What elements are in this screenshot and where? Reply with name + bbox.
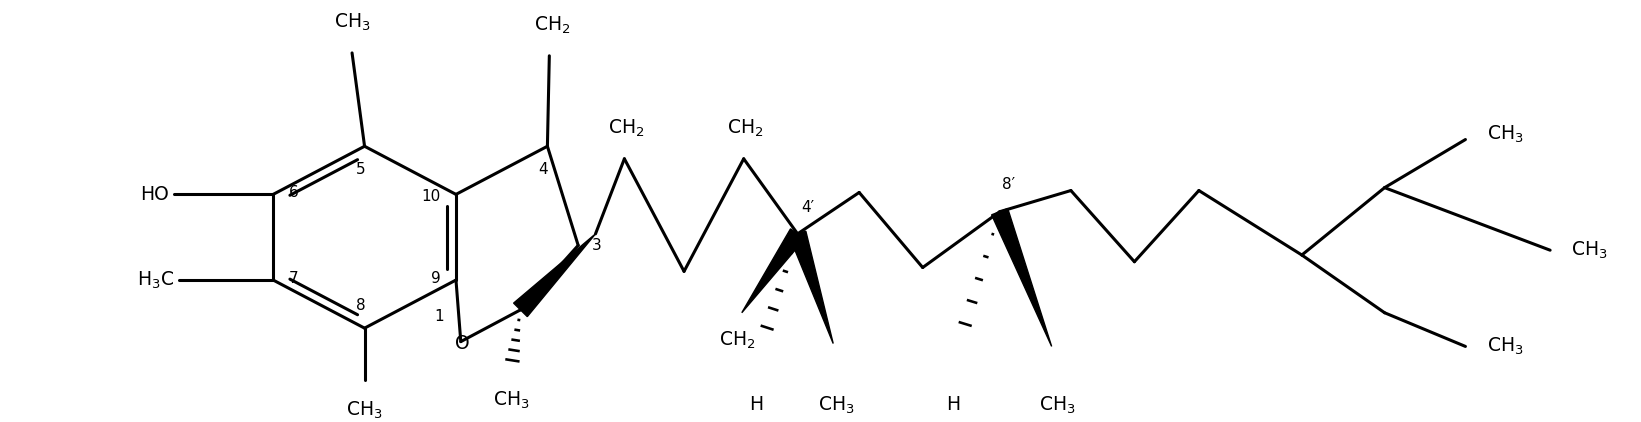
Text: HO: HO <box>141 185 169 204</box>
Text: CH$_3$: CH$_3$ <box>1487 124 1523 145</box>
Polygon shape <box>789 231 834 344</box>
Polygon shape <box>991 208 1052 346</box>
Text: 9: 9 <box>432 271 440 286</box>
Polygon shape <box>742 229 804 313</box>
Text: 8: 8 <box>356 298 366 313</box>
Text: CH$_3$: CH$_3$ <box>333 11 371 33</box>
Text: 8′: 8′ <box>1001 178 1014 192</box>
Text: 10: 10 <box>422 189 440 204</box>
Text: H$_3$C: H$_3$C <box>136 269 174 291</box>
Text: 4: 4 <box>538 162 548 177</box>
Text: O: O <box>456 334 469 353</box>
Text: 1: 1 <box>433 309 443 324</box>
Text: CH$_3$: CH$_3$ <box>817 395 855 416</box>
Text: 6: 6 <box>289 185 299 200</box>
Text: H: H <box>947 395 960 414</box>
Text: CH$_3$: CH$_3$ <box>1572 240 1608 261</box>
Text: 3: 3 <box>592 238 601 253</box>
Text: H: H <box>750 395 763 414</box>
Text: CH$_2$: CH$_2$ <box>719 330 755 352</box>
Text: CH$_3$: CH$_3$ <box>492 390 528 411</box>
Text: 5: 5 <box>356 162 366 177</box>
Text: 2: 2 <box>533 285 543 300</box>
Text: CH$_2$: CH$_2$ <box>609 117 645 138</box>
Text: 7: 7 <box>289 271 299 286</box>
Text: 4′: 4′ <box>801 200 814 215</box>
Text: CH$_2$: CH$_2$ <box>727 117 765 138</box>
Text: CH$_2$: CH$_2$ <box>533 14 571 35</box>
Text: CH$_3$: CH$_3$ <box>1487 336 1523 357</box>
Polygon shape <box>514 234 596 316</box>
Text: CH$_3$: CH$_3$ <box>346 399 382 421</box>
Text: CH$_3$: CH$_3$ <box>1039 395 1076 416</box>
